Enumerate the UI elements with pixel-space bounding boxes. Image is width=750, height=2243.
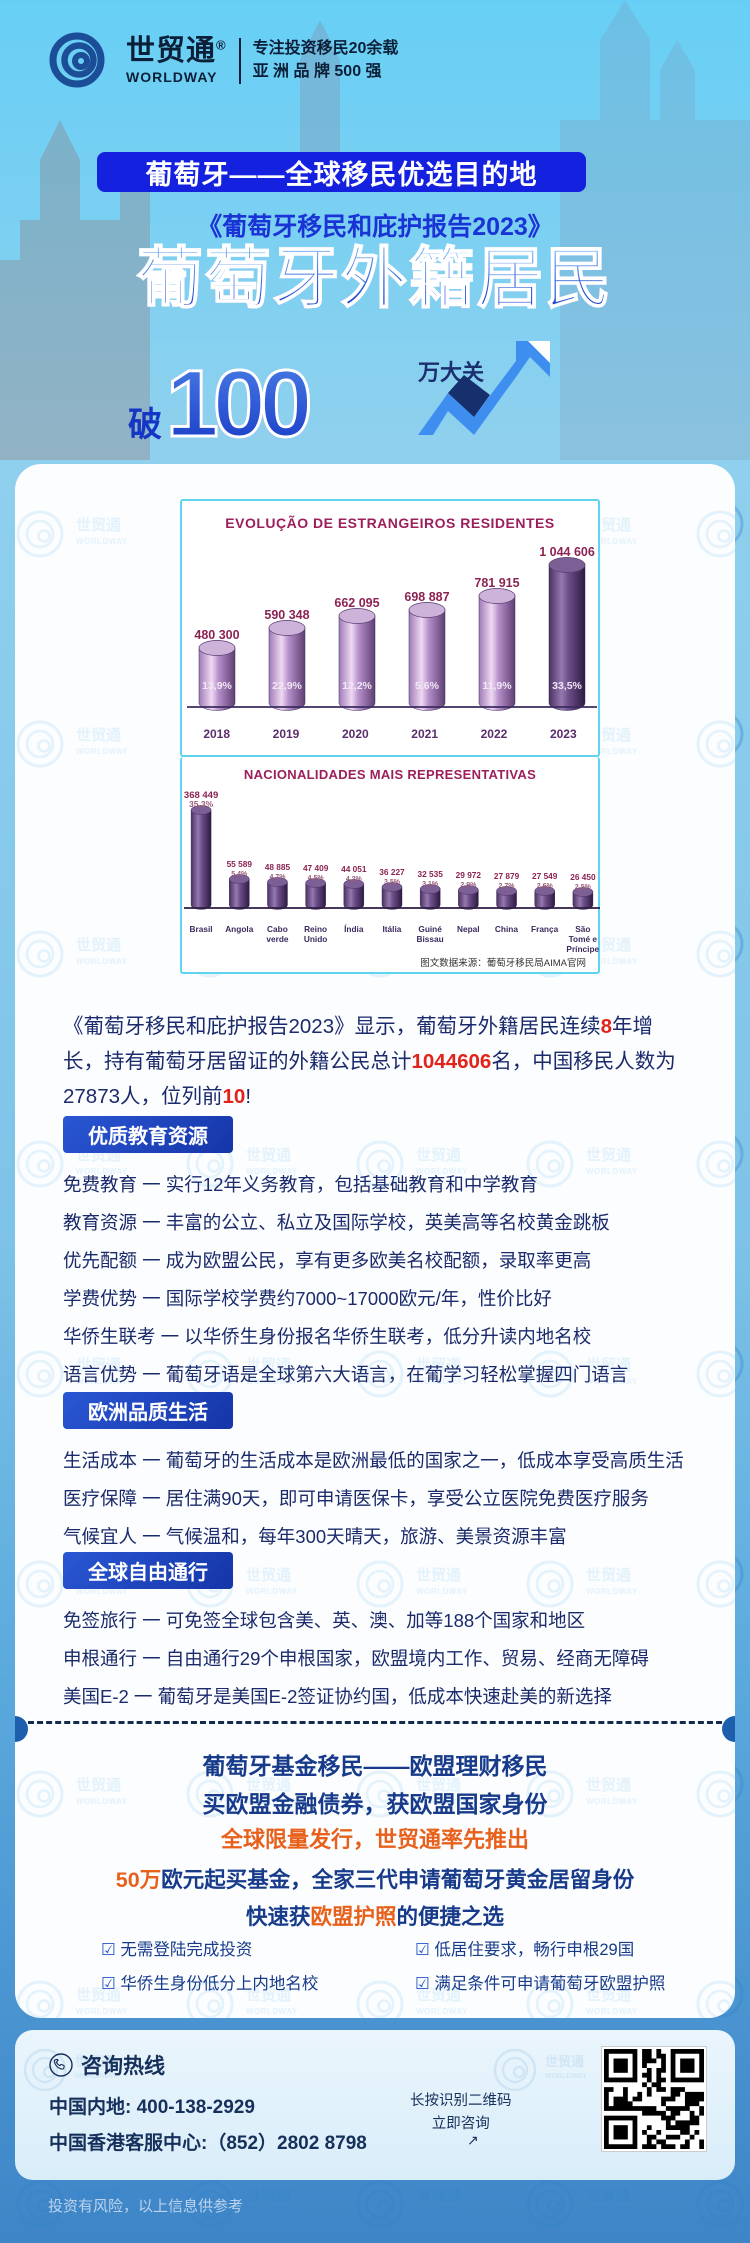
- svg-text:590 348: 590 348: [264, 608, 309, 622]
- svg-text:36 227: 36 227: [379, 867, 405, 877]
- svg-text:2,6%: 2,6%: [537, 883, 554, 890]
- svg-text:3,1%: 3,1%: [422, 881, 439, 888]
- svg-text:29 972: 29 972: [456, 870, 482, 880]
- svg-text:2,7%: 2,7%: [499, 883, 516, 890]
- svg-text:WORLDWAY: WORLDWAY: [545, 2073, 587, 2080]
- svg-text:22,9%: 22,9%: [272, 680, 302, 692]
- svg-text:35,3%: 35,3%: [189, 799, 214, 809]
- svg-text:27 549: 27 549: [532, 871, 558, 881]
- svg-text:世贸通: 世贸通: [545, 2054, 584, 2069]
- svg-text:662 095: 662 095: [334, 596, 379, 610]
- svg-text:12,2%: 12,2%: [342, 680, 372, 692]
- svg-text:781 915: 781 915: [474, 576, 519, 590]
- svg-text:5.6%: 5.6%: [415, 680, 440, 692]
- svg-text:698 887: 698 887: [404, 590, 449, 604]
- svg-text:27 879: 27 879: [494, 871, 520, 881]
- svg-text:32 535: 32 535: [417, 869, 443, 879]
- svg-text:13,9%: 13,9%: [202, 680, 232, 692]
- svg-text:47 409: 47 409: [303, 863, 329, 873]
- svg-text:26 450: 26 450: [570, 872, 596, 882]
- svg-text:33,5%: 33,5%: [552, 680, 582, 692]
- svg-text:48 885: 48 885: [265, 862, 291, 872]
- svg-text:5,4%: 5,4%: [231, 871, 248, 878]
- svg-text:2,9%: 2,9%: [460, 882, 477, 889]
- svg-text:55 589: 55 589: [227, 859, 253, 869]
- svg-text:3,5%: 3,5%: [384, 879, 401, 886]
- svg-text:4,5%: 4,5%: [308, 875, 325, 882]
- svg-text:11,9%: 11,9%: [482, 680, 512, 692]
- svg-text:480 300: 480 300: [194, 628, 239, 642]
- svg-text:1 044 606: 1 044 606: [539, 545, 595, 559]
- svg-text:44 051: 44 051: [341, 864, 367, 874]
- svg-text:4,2%: 4,2%: [346, 876, 363, 883]
- svg-text:2,5%: 2,5%: [575, 884, 592, 891]
- svg-text:4,7%: 4,7%: [269, 874, 286, 881]
